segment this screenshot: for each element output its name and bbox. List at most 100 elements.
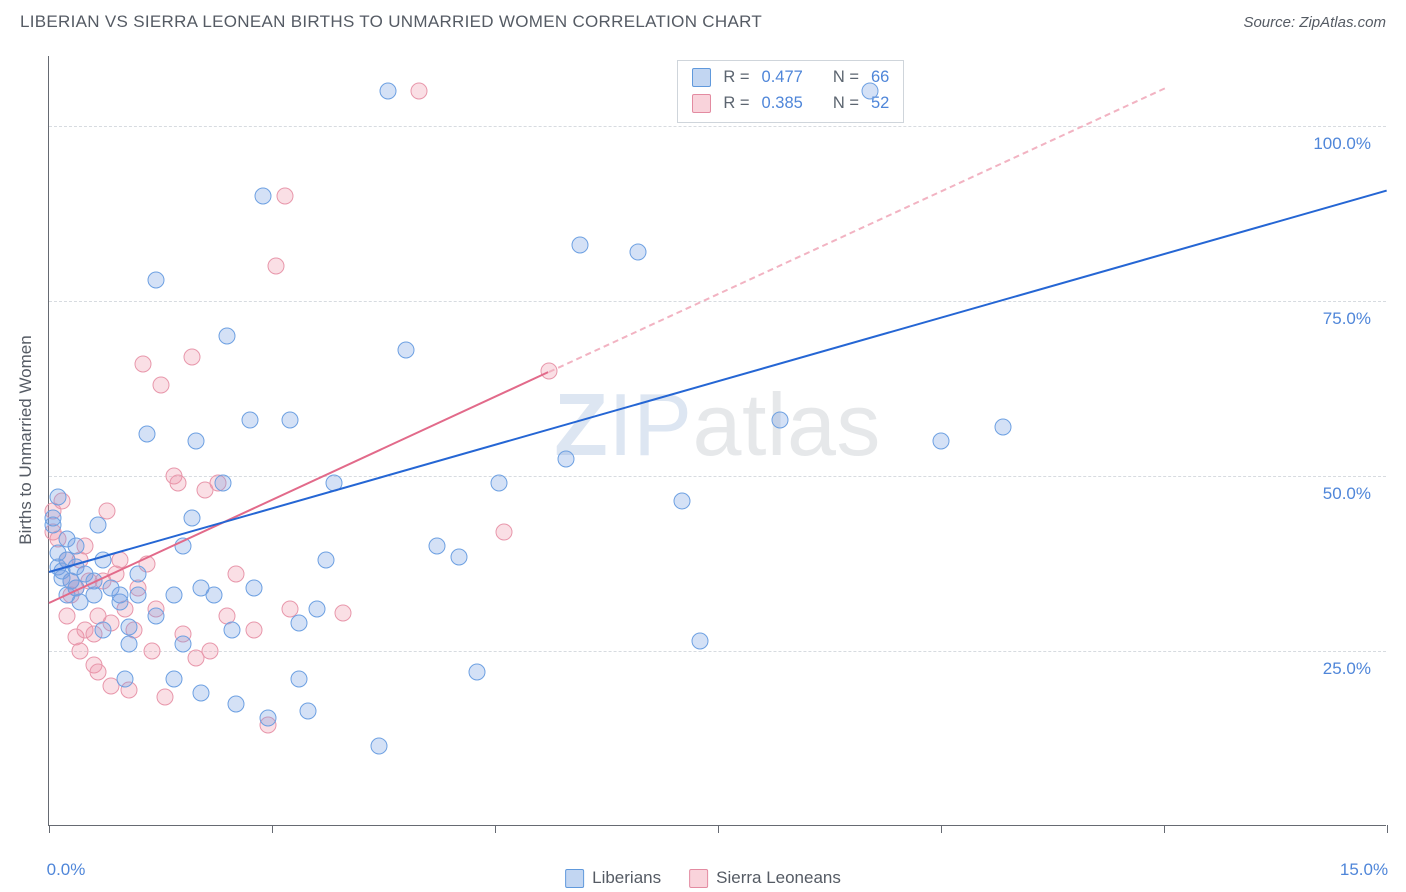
x-tick: [1164, 825, 1165, 833]
stats-row-liberians: R = 0.477 N = 66: [692, 65, 889, 91]
scatter-point: [72, 643, 89, 660]
scatter-point: [558, 450, 575, 467]
scatter-point: [121, 636, 138, 653]
y-axis-title: Births to Unmarried Women: [16, 335, 36, 544]
scatter-point: [335, 604, 352, 621]
x-tick-label: 15.0%: [1340, 860, 1388, 880]
scatter-point: [277, 188, 294, 205]
trend-line: [49, 189, 1388, 573]
gridline: [49, 651, 1386, 652]
scatter-point: [192, 685, 209, 702]
scatter-point: [995, 419, 1012, 436]
scatter-point: [45, 510, 62, 527]
gridline: [49, 301, 1386, 302]
scatter-point: [201, 643, 218, 660]
trend-line: [49, 371, 549, 604]
legend-item-liberians: Liberians: [565, 868, 661, 888]
scatter-point: [933, 433, 950, 450]
scatter-point: [281, 412, 298, 429]
scatter-point: [130, 587, 147, 604]
scatter-point: [246, 622, 263, 639]
scatter-point: [139, 426, 156, 443]
scatter-point: [130, 566, 147, 583]
scatter-point: [571, 237, 588, 254]
scatter-point: [228, 695, 245, 712]
scatter-point: [692, 632, 709, 649]
scatter-point: [397, 342, 414, 359]
scatter-point: [188, 433, 205, 450]
y-tick-label: 100.0%: [1313, 134, 1371, 154]
scatter-point: [411, 83, 428, 100]
scatter-point: [174, 636, 191, 653]
scatter-point: [255, 188, 272, 205]
scatter-point: [290, 615, 307, 632]
swatch-pink-icon: [689, 869, 708, 888]
watermark: ZIPatlas: [554, 374, 881, 476]
x-tick: [1387, 825, 1388, 833]
gridline: [49, 126, 1386, 127]
scatter-point: [143, 643, 160, 660]
x-tick: [941, 825, 942, 833]
scatter-point: [469, 664, 486, 681]
scatter-point: [491, 475, 508, 492]
gridline: [49, 476, 1386, 477]
scatter-point: [772, 412, 789, 429]
x-tick: [495, 825, 496, 833]
scatter-point: [290, 671, 307, 688]
scatter-point: [206, 587, 223, 604]
scatter-point: [219, 328, 236, 345]
scatter-point: [183, 349, 200, 366]
scatter-point: [259, 709, 276, 726]
scatter-point: [268, 258, 285, 275]
swatch-pink-icon: [692, 94, 711, 113]
scatter-point: [165, 587, 182, 604]
swatch-blue-icon: [565, 869, 584, 888]
legend-label: Liberians: [592, 868, 661, 888]
chart-title: LIBERIAN VS SIERRA LEONEAN BIRTHS TO UNM…: [20, 12, 762, 32]
scatter-point: [228, 566, 245, 583]
scatter-point: [429, 538, 446, 555]
scatter-point: [246, 580, 263, 597]
scatter-point: [148, 272, 165, 289]
scatter-point: [183, 510, 200, 527]
scatter-point: [134, 356, 151, 373]
scatter-point: [495, 524, 512, 541]
x-tick-label: 0.0%: [47, 860, 86, 880]
scatter-point: [451, 548, 468, 565]
scatter-point: [152, 377, 169, 394]
x-tick: [49, 825, 50, 833]
y-tick-label: 25.0%: [1323, 659, 1371, 679]
scatter-point: [308, 601, 325, 618]
scatter-point: [67, 538, 84, 555]
scatter-point: [379, 83, 396, 100]
x-tick: [272, 825, 273, 833]
scatter-point: [214, 475, 231, 492]
scatter-point: [317, 552, 334, 569]
scatter-point: [223, 622, 240, 639]
scatter-point: [170, 475, 187, 492]
scatter-point: [156, 688, 173, 705]
scatter-point: [165, 671, 182, 688]
y-tick-label: 75.0%: [1323, 309, 1371, 329]
scatter-point: [674, 492, 691, 509]
scatter-point: [112, 587, 129, 604]
source-attribution: Source: ZipAtlas.com: [1243, 14, 1386, 31]
legend-item-sierra: Sierra Leoneans: [689, 868, 841, 888]
trend-line: [548, 88, 1164, 373]
scatter-point: [241, 412, 258, 429]
scatter-point: [58, 608, 75, 625]
scatter-point: [861, 83, 878, 100]
scatter-point: [629, 244, 646, 261]
x-tick: [718, 825, 719, 833]
scatter-point: [90, 664, 107, 681]
scatter-point: [371, 737, 388, 754]
legend-bottom: Liberians Sierra Leoneans: [565, 868, 841, 888]
scatter-point: [116, 671, 133, 688]
scatter-point: [148, 608, 165, 625]
scatter-point: [49, 489, 66, 506]
swatch-blue-icon: [692, 68, 711, 87]
stats-row-sierra: R = 0.385 N = 52: [692, 91, 889, 117]
legend-label: Sierra Leoneans: [716, 868, 841, 888]
scatter-point: [299, 702, 316, 719]
scatter-point: [121, 618, 138, 635]
